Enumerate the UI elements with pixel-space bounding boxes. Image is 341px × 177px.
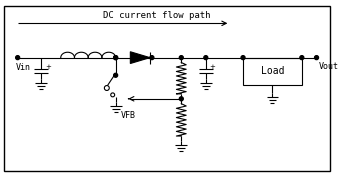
Text: Load: Load: [261, 66, 284, 76]
Circle shape: [114, 56, 118, 60]
Text: +: +: [45, 64, 51, 70]
Circle shape: [315, 56, 318, 60]
Text: +: +: [210, 64, 216, 70]
Circle shape: [114, 56, 118, 60]
Circle shape: [150, 56, 154, 60]
Text: VFB: VFB: [120, 111, 135, 119]
Circle shape: [179, 97, 183, 101]
Circle shape: [114, 73, 118, 77]
Circle shape: [241, 56, 245, 60]
Text: Vout: Vout: [318, 62, 339, 71]
Text: Vin: Vin: [16, 62, 31, 72]
Circle shape: [300, 56, 304, 60]
Bar: [243, 58, 302, 85]
Polygon shape: [130, 52, 150, 64]
Circle shape: [179, 56, 183, 60]
Circle shape: [16, 56, 19, 60]
Circle shape: [204, 56, 208, 60]
Text: DC current flow path: DC current flow path: [103, 11, 210, 20]
